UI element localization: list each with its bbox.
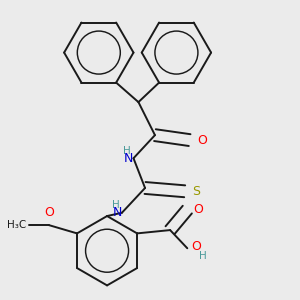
Text: O: O — [193, 203, 203, 216]
Text: O: O — [197, 134, 207, 147]
Text: N: N — [112, 206, 122, 219]
Text: O: O — [44, 206, 54, 219]
Text: O: O — [191, 240, 201, 254]
Text: S: S — [192, 185, 200, 198]
Text: H₃C: H₃C — [7, 220, 26, 230]
Text: N: N — [124, 152, 134, 165]
Text: H: H — [199, 250, 207, 260]
Text: H: H — [123, 146, 131, 156]
Text: H: H — [112, 200, 119, 210]
